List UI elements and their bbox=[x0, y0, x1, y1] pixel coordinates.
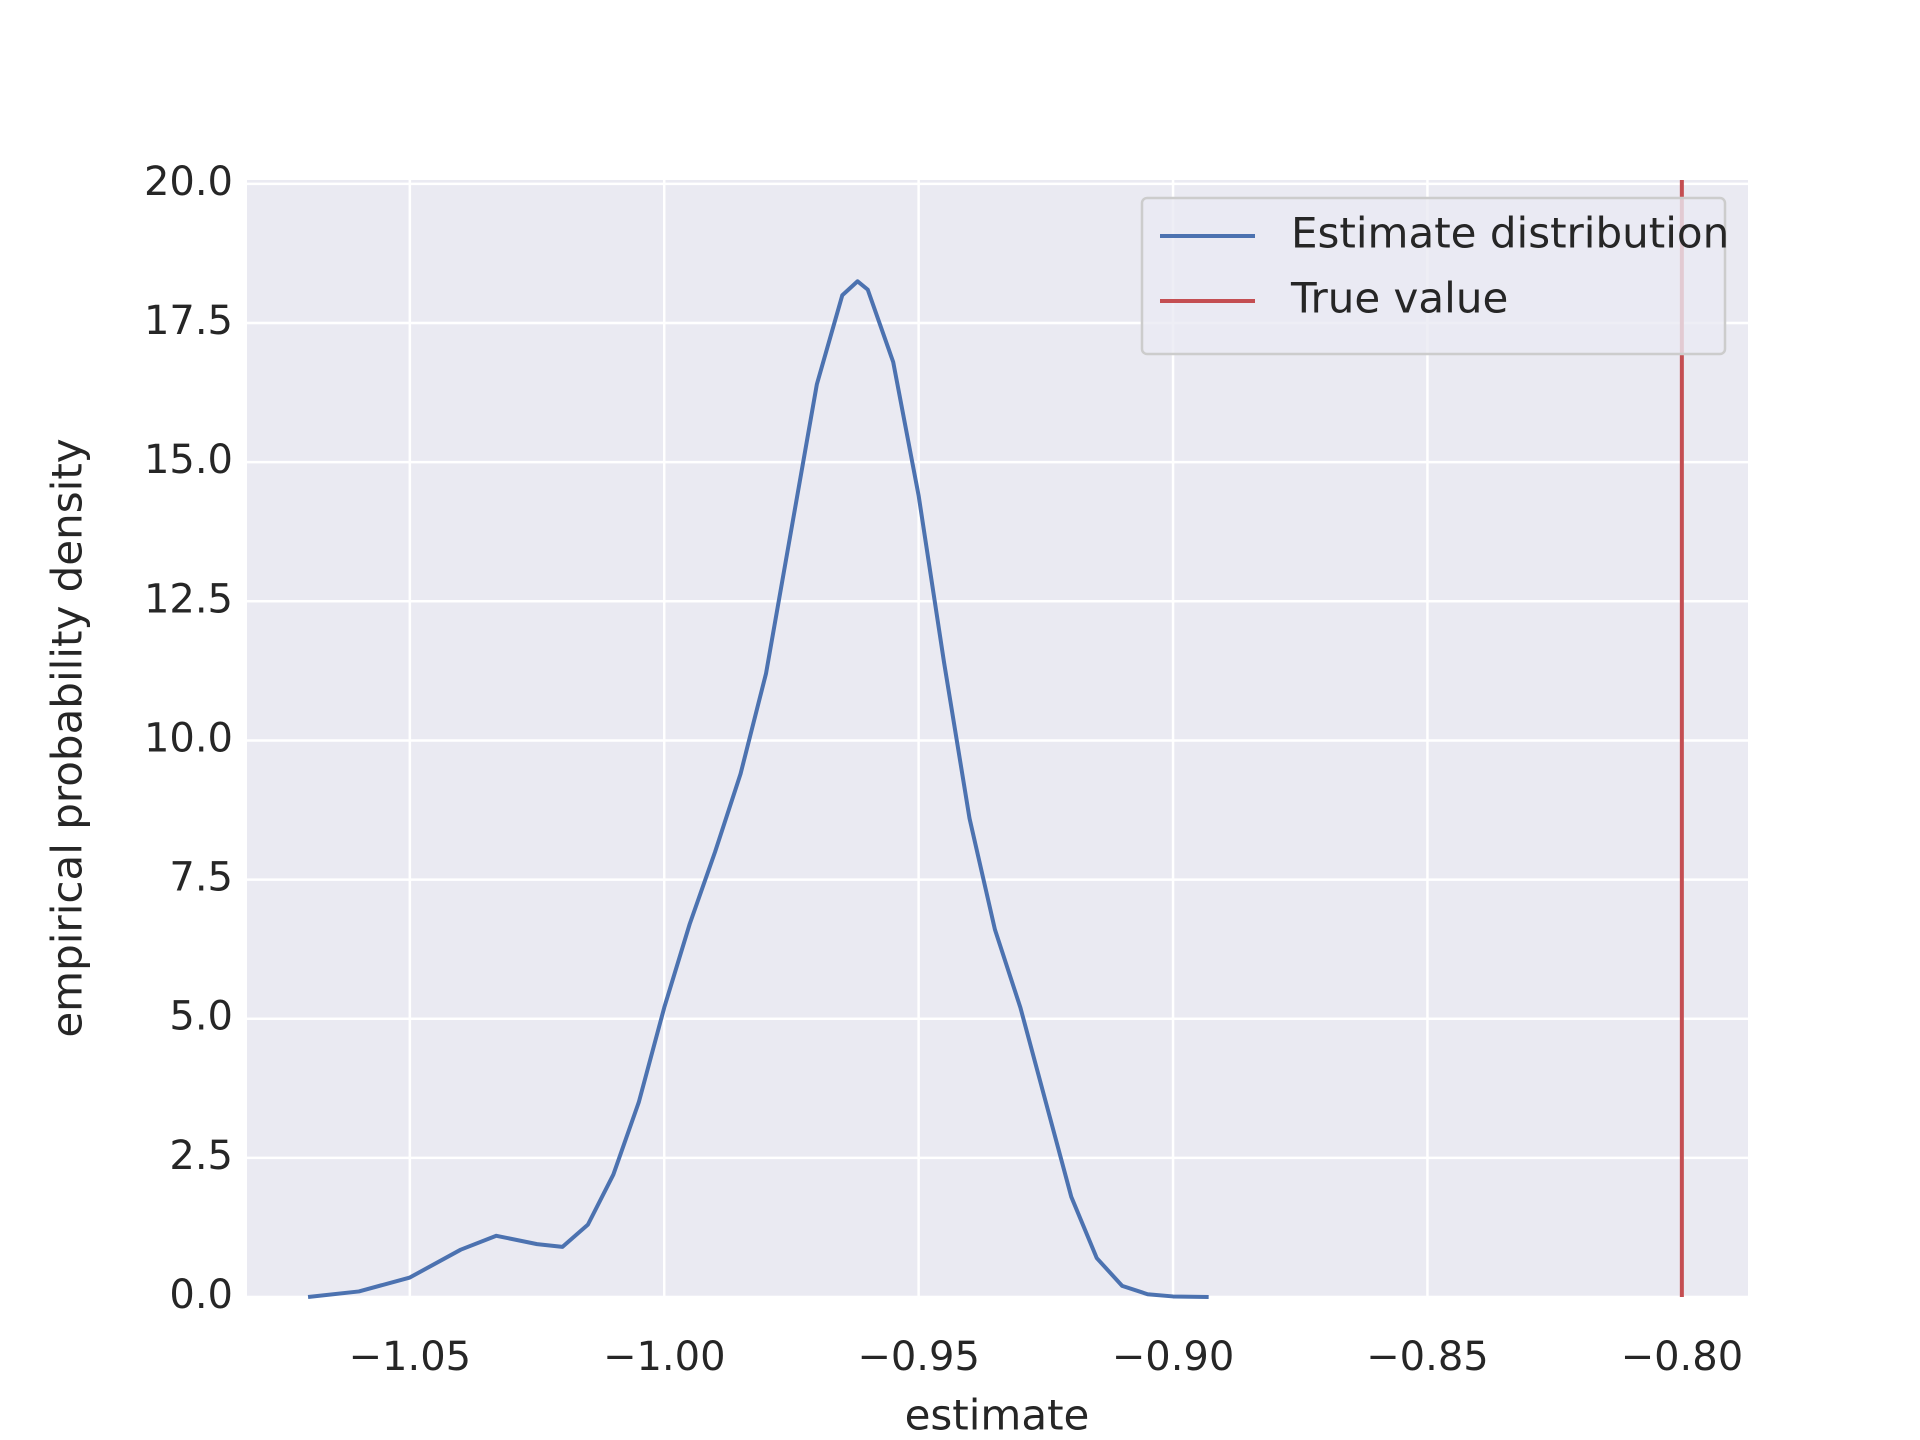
y-tick-label: 15.0 bbox=[144, 437, 233, 483]
y-axis-label: empirical probability density bbox=[43, 438, 92, 1037]
y-tick-label: 7.5 bbox=[169, 855, 233, 901]
density-line bbox=[307, 279, 1209, 1299]
y-tick-label: 20.0 bbox=[144, 159, 233, 205]
plot-area bbox=[247, 180, 1748, 1297]
x-tick-label: −0.80 bbox=[1621, 1334, 1744, 1380]
x-tick-label: −1.05 bbox=[349, 1334, 472, 1380]
y-tick-label: 2.5 bbox=[169, 1133, 233, 1179]
x-tick-label: −0.90 bbox=[1112, 1334, 1235, 1380]
x-axis-label: estimate bbox=[905, 1391, 1090, 1440]
x-tick-label: −0.85 bbox=[1366, 1334, 1489, 1380]
x-tick-label: −0.95 bbox=[857, 1334, 980, 1380]
y-tick-label: 12.5 bbox=[144, 576, 233, 622]
grid bbox=[247, 180, 1748, 1299]
x-tick-label: −1.00 bbox=[603, 1334, 726, 1380]
y-tick-label: 5.0 bbox=[169, 994, 233, 1040]
marks bbox=[307, 180, 1684, 1299]
y-tick-label: 0.0 bbox=[169, 1272, 233, 1318]
legend: Estimate distribution True value bbox=[1140, 196, 1729, 356]
legend-label: Estimate distribution bbox=[1291, 209, 1729, 258]
legend-label: True value bbox=[1290, 274, 1508, 323]
y-tick-label: 17.5 bbox=[144, 298, 233, 344]
y-tick-label: 10.0 bbox=[144, 715, 233, 761]
legend-box bbox=[1140, 196, 1727, 356]
